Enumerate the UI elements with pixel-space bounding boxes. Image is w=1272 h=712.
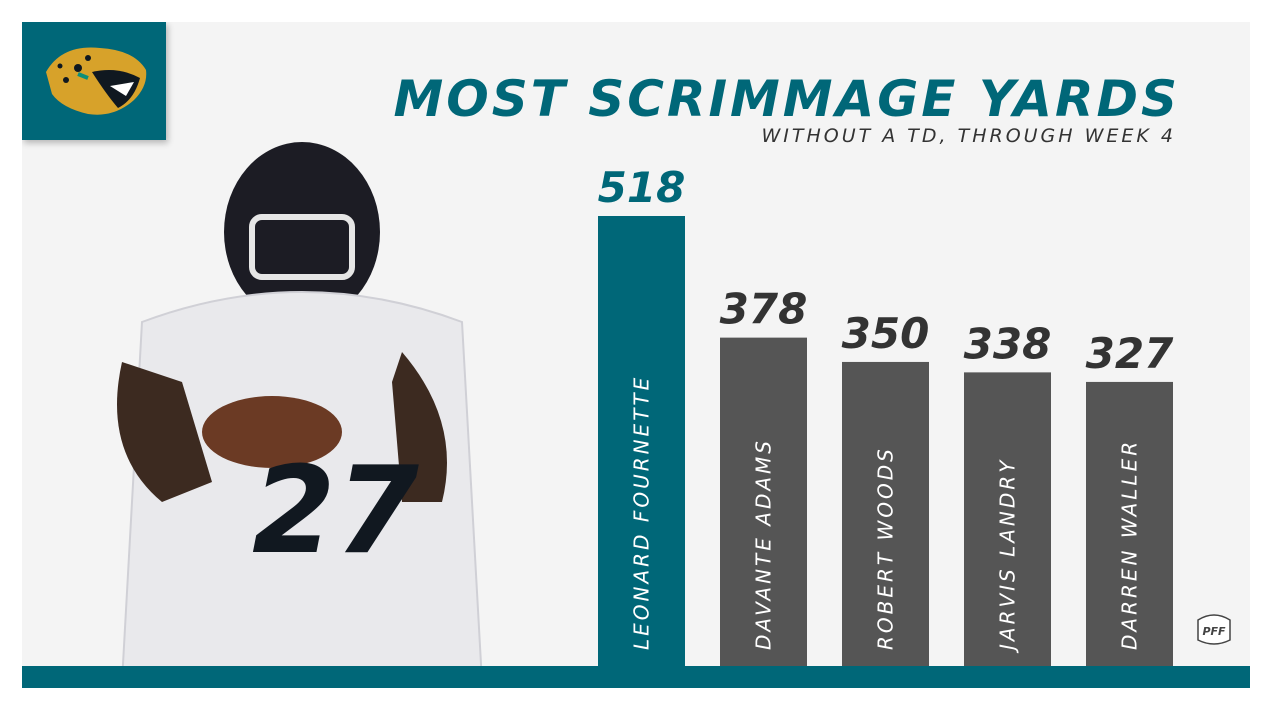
bar-darren-waller (1086, 381, 1173, 666)
bar-category-label: DARREN WALLER (1118, 439, 1142, 650)
pff-logo-text: PFF (1202, 625, 1226, 638)
chart-subtitle: WITHOUT A TD, THROUGH WEEK 4 (761, 125, 1176, 147)
bar-value-label: 327 (1086, 329, 1174, 378)
bar-value-label: 378 (720, 285, 808, 334)
bar-jarvis-landry (964, 372, 1051, 666)
chart-title: MOST SCRIMMAGE YARDS (393, 70, 1180, 128)
team-logo-box (22, 22, 166, 140)
pff-logo-icon: PFF (1197, 614, 1231, 645)
bar-value-label: 350 (842, 309, 930, 358)
bar-category-label: ROBERT WOODS (874, 446, 898, 650)
bar-value-label: 338 (964, 319, 1052, 368)
bar-chart: 518 LEONARD FOURNETTE 378 DAVANTE ADAMS 350 R… (598, 163, 1174, 666)
bar-leonard-fournette (598, 216, 685, 666)
player-photo: 27 (117, 142, 484, 682)
bar-davante-adams (720, 337, 807, 666)
bar-category-label: JARVIS LANDRY (996, 458, 1020, 654)
bottom-accent-bar (22, 666, 1250, 688)
svg-text:27: 27 (252, 442, 419, 581)
bar-category-label: LEONARD FOURNETTE (630, 375, 654, 650)
bar-value-label: 518 (598, 163, 686, 212)
bar-robert-woods (842, 361, 929, 666)
jaguar-head-icon (46, 47, 147, 115)
infographic-card: 27 MOST SCRIMMAGE YARDS WITHOUT A TD, TH… (22, 22, 1250, 688)
bar-category-label: DAVANTE ADAMS (752, 438, 776, 650)
